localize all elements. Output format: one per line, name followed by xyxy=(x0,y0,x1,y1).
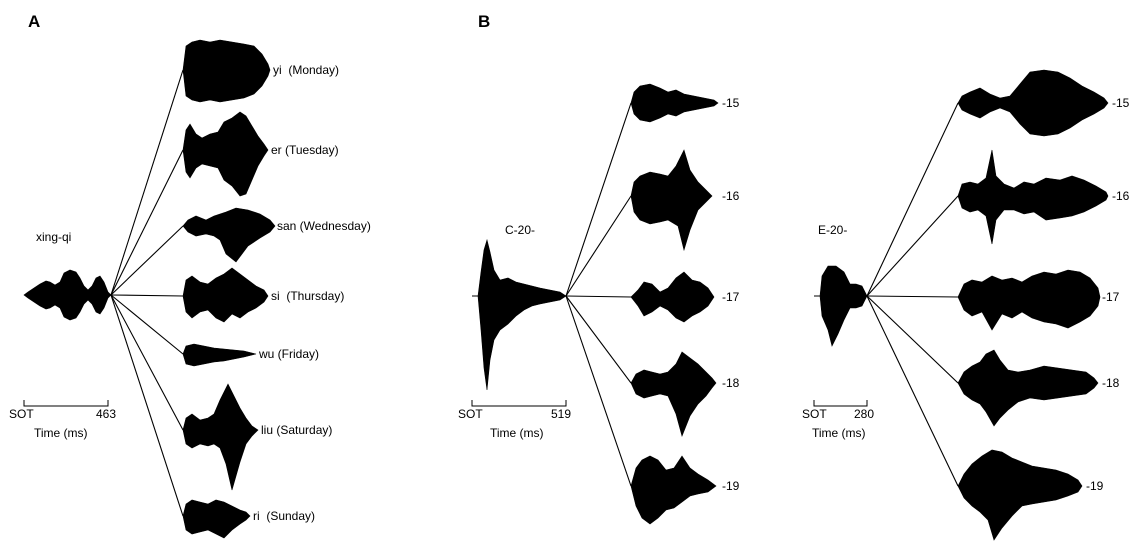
branch-line xyxy=(866,295,959,384)
branch-line xyxy=(110,149,184,296)
time-end-label: 280 xyxy=(854,407,874,421)
branch-line xyxy=(866,295,959,487)
branch-line xyxy=(866,195,959,297)
branch-label: -16 xyxy=(1112,189,1130,203)
branch-waveforms xyxy=(630,83,719,525)
branch-label: -15 xyxy=(1112,96,1130,110)
branch-waveforms xyxy=(182,39,276,539)
branch-line xyxy=(565,295,632,487)
branch-line xyxy=(110,294,184,517)
stem-waveform xyxy=(814,265,868,347)
waveform xyxy=(630,455,717,525)
time-axis-title: Time (ms) xyxy=(490,426,544,440)
stem-label: C-20- xyxy=(505,223,535,237)
branch-line xyxy=(110,294,184,297)
branch-label: -19 xyxy=(722,479,740,493)
waveform xyxy=(182,383,259,491)
waveform xyxy=(182,267,269,323)
stem-waveform xyxy=(472,238,567,391)
time-end-label: 463 xyxy=(96,407,116,421)
branch-label: wu (Friday) xyxy=(258,347,319,361)
branch-line xyxy=(866,102,959,297)
branch-label: -18 xyxy=(1102,376,1120,390)
branch-waveforms xyxy=(957,69,1109,541)
branch-labels: -15 -16 -17 -18 -19 xyxy=(722,96,740,493)
branch-line xyxy=(110,294,184,431)
waveform xyxy=(182,499,251,539)
branch-line xyxy=(565,102,632,297)
branch-label: liu (Saturday) xyxy=(261,423,332,437)
branch-line xyxy=(110,69,184,296)
waveform xyxy=(182,343,257,367)
time-scale-bar: SOT 280 Time (ms) xyxy=(802,400,874,440)
waveform xyxy=(957,269,1101,331)
branch-label: san (Wednesday) xyxy=(277,219,371,233)
waveform xyxy=(630,271,715,323)
time-scale-bar: SOT 519 Time (ms) xyxy=(458,400,571,440)
waveform xyxy=(630,83,719,123)
branch-label: -15 xyxy=(722,96,740,110)
time-end-label: 519 xyxy=(551,407,571,421)
branch-line xyxy=(110,294,184,355)
waveform xyxy=(182,111,269,197)
branch-line xyxy=(565,295,632,384)
branch-label: -17 xyxy=(722,290,740,304)
panel-letter-a: A xyxy=(28,12,40,31)
waveform xyxy=(957,149,1109,245)
branch-label: -16 xyxy=(722,189,740,203)
waveform xyxy=(630,149,713,252)
branch-lines xyxy=(565,102,632,487)
panel-b-c: C-20- -15 -16 -17 -18 -19 xyxy=(458,83,740,525)
branch-line xyxy=(565,195,632,297)
time-start-label: SOT xyxy=(458,407,483,421)
waveform xyxy=(182,39,271,103)
branch-lines xyxy=(110,69,184,517)
branch-label: si (Thursday) xyxy=(271,289,344,303)
branch-label: ri (Sunday) xyxy=(253,509,315,523)
waveform xyxy=(957,449,1083,541)
branch-label: -18 xyxy=(722,376,740,390)
panel-a: xing-qi yi (Monday) er (Tuesday) san xyxy=(9,39,371,539)
stem-label: E-20- xyxy=(818,223,847,237)
time-start-label: SOT xyxy=(9,407,34,421)
branch-label: -17 xyxy=(1102,290,1120,304)
branch-label: er (Tuesday) xyxy=(271,143,339,157)
waveform xyxy=(957,69,1109,137)
branch-label: yi (Monday) xyxy=(273,63,339,77)
branch-labels: yi (Monday) er (Tuesday) san (Wednesday)… xyxy=(253,63,371,523)
stem-waveform xyxy=(23,269,112,321)
branch-labels: -15 -16 -17 -18 -19 xyxy=(1086,96,1130,493)
time-axis-title: Time (ms) xyxy=(34,426,88,440)
time-scale-bar: SOT 463 Time (ms) xyxy=(9,400,116,440)
stem-label: xing-qi xyxy=(36,230,71,244)
time-start-label: SOT xyxy=(802,407,827,421)
waveform xyxy=(630,351,717,437)
branch-line xyxy=(110,225,184,296)
branch-line xyxy=(565,295,632,298)
waveform xyxy=(182,207,276,263)
branch-lines xyxy=(866,102,959,487)
branch-line xyxy=(866,295,959,298)
time-axis-title: Time (ms) xyxy=(812,426,866,440)
panel-letter-b: B xyxy=(478,12,490,31)
waveform xyxy=(957,349,1099,427)
panel-b-e: E-20- -15 -16 -17 -18 -19 xyxy=(802,69,1130,541)
branch-label: -19 xyxy=(1086,479,1104,493)
